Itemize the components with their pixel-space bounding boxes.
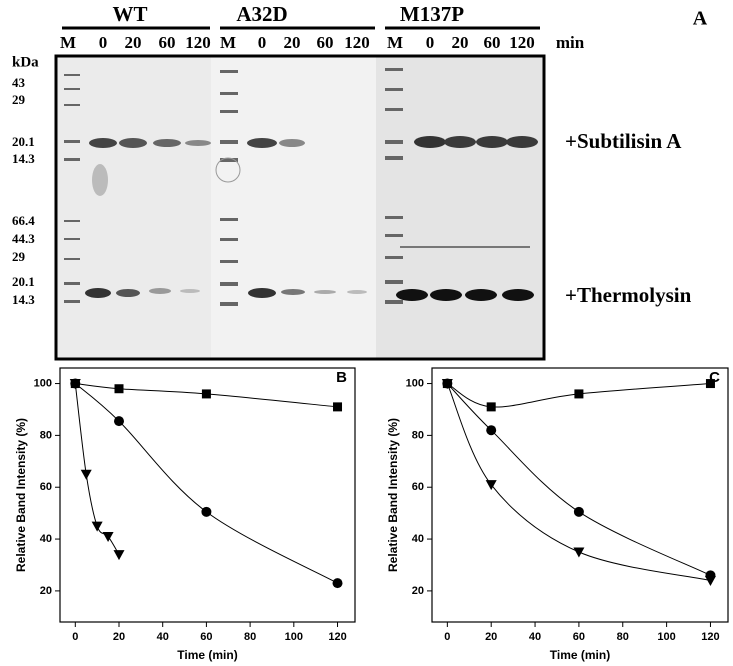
marker-square [201, 389, 211, 399]
x-tick-label: 0 [444, 631, 450, 643]
fit-curve [75, 383, 338, 408]
condition-label: +Subtilisin A [565, 129, 682, 153]
x-tick-label: 100 [657, 631, 675, 643]
lane-label: 120 [185, 33, 211, 52]
plot-frame [59, 367, 356, 623]
lane-label: 60 [317, 33, 334, 52]
marker-circle [332, 578, 343, 589]
x-tick-label: 40 [529, 631, 541, 643]
x-tick-label: 20 [485, 631, 497, 643]
mw-unit: kDa [12, 54, 39, 70]
lane-label: 20 [452, 33, 469, 52]
marker-triangle [91, 521, 103, 532]
x-tick-label: 60 [573, 631, 585, 643]
y-tick-label: 80 [412, 429, 424, 441]
lane-label: 0 [99, 33, 108, 52]
lane-label: 20 [125, 33, 142, 52]
marker-circle [201, 506, 212, 517]
x-tick-label: 120 [328, 631, 346, 643]
marker-triangle [102, 531, 114, 542]
marker-square [705, 379, 715, 389]
lane-label: 0 [258, 33, 267, 52]
x-axis-label: Time (min) [550, 648, 610, 662]
x-tick-label: 80 [244, 631, 256, 643]
marker-triangle [69, 379, 81, 390]
marker-square [486, 402, 496, 412]
marker-triangle [485, 480, 497, 491]
x-tick-label: 100 [285, 631, 303, 643]
y-tick-label: 40 [412, 533, 424, 545]
x-tick-label: 20 [113, 631, 125, 643]
mw-label: 44.3 [12, 231, 35, 246]
marker-square [114, 384, 124, 394]
panel-label: B [336, 369, 347, 386]
y-tick-label: 80 [40, 429, 52, 441]
lane-label: M [387, 33, 403, 52]
lane-label: M [60, 33, 76, 52]
y-tick-label: 60 [412, 481, 424, 493]
marker-triangle [441, 379, 453, 390]
fit-curve [446, 383, 711, 582]
y-axis-label: Relative Band Intensity (%) [386, 418, 400, 572]
gel-image [54, 54, 546, 361]
plot-frame [431, 367, 729, 623]
time-unit: min [556, 33, 585, 52]
group-label: A32D [236, 2, 287, 26]
fit-curve [446, 383, 711, 576]
lane-label: 120 [344, 33, 370, 52]
marker-square [333, 402, 343, 412]
mw-label: 14.3 [12, 292, 35, 307]
y-tick-label: 100 [34, 377, 52, 389]
panel-label: C [709, 369, 720, 386]
marker-square [574, 389, 584, 399]
marker-triangle [80, 469, 92, 480]
group-label: M137P [400, 2, 464, 26]
panel-label: A [693, 8, 708, 30]
lane-label: 120 [509, 33, 535, 52]
mw-label: 29 [12, 92, 26, 107]
x-tick-label: 80 [617, 631, 629, 643]
mw-label: 43 [12, 75, 26, 90]
x-tick-label: 120 [701, 631, 719, 643]
mw-label: 20.1 [12, 134, 35, 149]
mw-label: 14.3 [12, 151, 35, 166]
y-tick-label: 20 [412, 585, 424, 597]
mw-label: 29 [12, 249, 26, 264]
condition-label: +Thermolysin [565, 283, 692, 307]
marker-triangle [113, 550, 125, 561]
y-tick-label: 40 [40, 533, 52, 545]
lane-label: 60 [484, 33, 501, 52]
mw-label: 66.4 [12, 213, 35, 228]
mw-label: 20.1 [12, 274, 35, 289]
marker-circle [486, 425, 497, 436]
marker-triangle [573, 547, 585, 558]
x-tick-label: 60 [200, 631, 212, 643]
x-tick-label: 0 [72, 631, 78, 643]
marker-triangle [704, 576, 716, 587]
x-tick-label: 40 [157, 631, 169, 643]
marker-circle [114, 416, 124, 427]
lane-label: 20 [284, 33, 301, 52]
y-tick-label: 100 [406, 377, 424, 389]
y-axis-label: Relative Band Intensity (%) [14, 418, 28, 572]
marker-circle [573, 506, 584, 517]
fit-curve [447, 383, 711, 408]
fit-curve [74, 383, 338, 584]
lane-label: M [220, 33, 236, 52]
lane-label: 60 [159, 33, 176, 52]
x-axis-label: Time (min) [177, 648, 237, 662]
y-tick-label: 20 [40, 585, 52, 597]
group-label: WT [112, 2, 147, 26]
lane-label: 0 [426, 33, 435, 52]
y-tick-label: 60 [40, 481, 52, 493]
